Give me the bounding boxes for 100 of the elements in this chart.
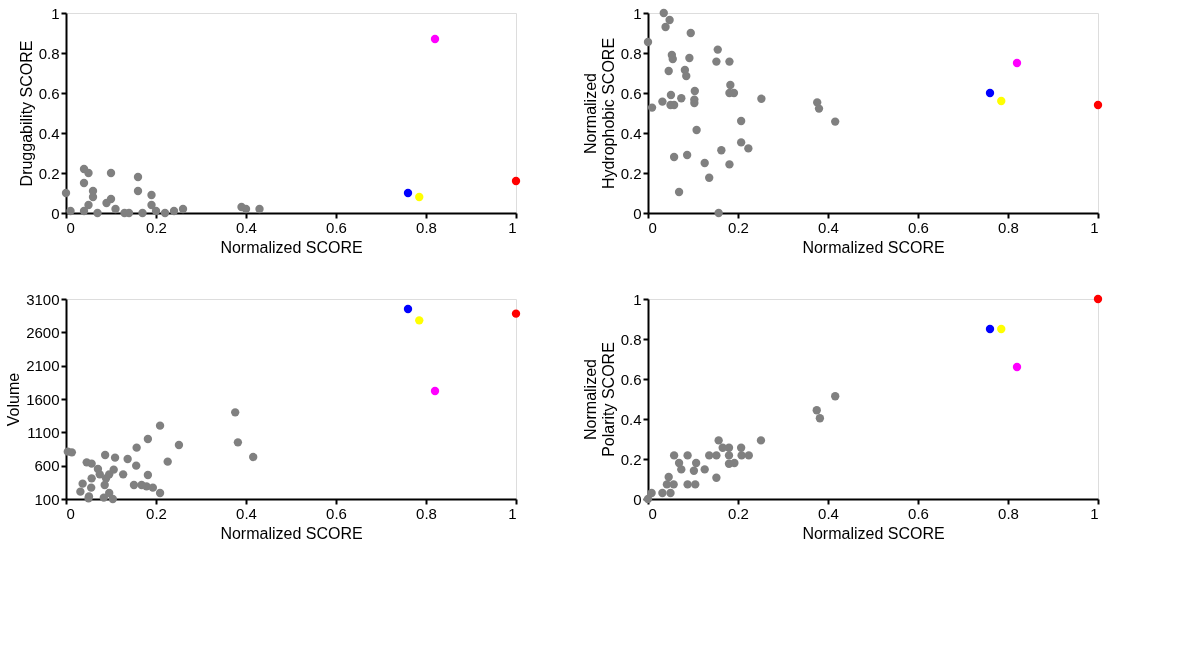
y-tick-label: 1 bbox=[633, 290, 642, 308]
x-tick-label: 1 bbox=[1090, 504, 1099, 522]
point bbox=[647, 488, 656, 498]
point bbox=[669, 480, 678, 489]
point bbox=[249, 452, 258, 462]
point bbox=[686, 28, 695, 38]
x-tick-label: 0.6 bbox=[908, 504, 929, 522]
point bbox=[415, 192, 424, 202]
x-tick-label: 0.4 bbox=[236, 504, 257, 522]
point bbox=[662, 480, 672, 489]
point bbox=[814, 104, 824, 113]
point bbox=[700, 158, 709, 168]
point bbox=[155, 488, 165, 498]
point bbox=[714, 208, 723, 218]
point bbox=[677, 465, 686, 474]
point bbox=[1093, 100, 1103, 110]
y-tick-label: 0.4 bbox=[620, 410, 642, 428]
x-axis-title: Normalized SCORE bbox=[802, 524, 945, 542]
point bbox=[108, 494, 117, 504]
point bbox=[744, 451, 753, 460]
x-tick-label: 0.8 bbox=[998, 504, 1019, 522]
point bbox=[133, 172, 143, 182]
y-tick-label: 2600 bbox=[26, 323, 60, 341]
point bbox=[725, 57, 734, 66]
x-tick-label: 0.6 bbox=[326, 504, 347, 522]
point bbox=[744, 144, 753, 153]
point bbox=[831, 392, 840, 401]
point bbox=[712, 57, 721, 66]
x-tick-label: 0.2 bbox=[146, 218, 167, 236]
point bbox=[133, 186, 143, 196]
y-tick-label: 100 bbox=[34, 490, 60, 508]
y-tick-label: 0.8 bbox=[620, 44, 642, 62]
y-tick-label: 0.8 bbox=[620, 330, 642, 348]
point bbox=[233, 438, 243, 447]
point bbox=[757, 94, 766, 103]
point bbox=[664, 66, 673, 76]
x-tick-label: 0.2 bbox=[728, 218, 749, 236]
point bbox=[163, 457, 172, 466]
x-tick-label: 0 bbox=[648, 504, 657, 522]
point bbox=[666, 90, 676, 100]
x-tick-label: 0.6 bbox=[326, 218, 347, 236]
y-tick-label: 1100 bbox=[27, 423, 60, 441]
point bbox=[105, 488, 114, 498]
point bbox=[100, 480, 109, 490]
point bbox=[674, 187, 684, 197]
point bbox=[241, 204, 251, 214]
point bbox=[160, 208, 170, 218]
point bbox=[659, 8, 668, 18]
point bbox=[985, 324, 995, 334]
point bbox=[726, 80, 735, 90]
x-tick-label: 0.4 bbox=[236, 218, 257, 236]
point bbox=[87, 474, 96, 483]
y-axis-title: Druggability SCORE bbox=[17, 40, 35, 187]
y-tick-label: 2100 bbox=[26, 357, 60, 375]
point bbox=[714, 436, 723, 445]
point bbox=[736, 138, 746, 147]
point bbox=[664, 472, 673, 482]
point bbox=[712, 451, 721, 460]
point bbox=[511, 176, 521, 186]
point bbox=[147, 190, 156, 200]
point bbox=[658, 488, 667, 498]
point bbox=[511, 309, 521, 318]
point bbox=[691, 458, 701, 468]
y-tick-label: 0.4 bbox=[38, 124, 60, 142]
point bbox=[79, 206, 89, 216]
point bbox=[93, 208, 102, 218]
x-tick-label: 0.2 bbox=[146, 504, 167, 522]
point bbox=[705, 173, 714, 182]
y-axis-title: Normalized Hydrophobic SCORE bbox=[581, 37, 617, 190]
point bbox=[756, 436, 766, 445]
x-tick-label: 1 bbox=[1090, 218, 1099, 236]
point bbox=[725, 160, 734, 169]
x-tick-label: 0.6 bbox=[908, 218, 929, 236]
point bbox=[692, 125, 701, 135]
point bbox=[643, 37, 653, 47]
point bbox=[87, 459, 96, 468]
y-tick-label: 0.2 bbox=[620, 164, 642, 182]
point bbox=[66, 206, 75, 216]
point bbox=[682, 150, 692, 160]
y-tick-label: 0 bbox=[633, 490, 642, 508]
point bbox=[132, 461, 141, 470]
point bbox=[683, 480, 692, 489]
y-tick-label: 0.8 bbox=[38, 44, 60, 62]
x-tick-label: 0 bbox=[648, 218, 657, 236]
x-axis-title: Normalized SCORE bbox=[802, 238, 945, 256]
point bbox=[84, 168, 93, 178]
point bbox=[106, 168, 116, 178]
point bbox=[132, 443, 141, 452]
point bbox=[661, 22, 670, 32]
point bbox=[985, 88, 995, 98]
point bbox=[79, 178, 89, 188]
point bbox=[730, 458, 739, 468]
point bbox=[129, 480, 139, 490]
x-tick-label: 0.8 bbox=[998, 218, 1019, 236]
y-tick-label: 1 bbox=[51, 4, 60, 22]
y-tick-label: 0.2 bbox=[620, 450, 642, 468]
y-tick-label: 1600 bbox=[26, 390, 60, 408]
point bbox=[95, 470, 104, 479]
point bbox=[658, 97, 667, 106]
x-tick-label: 0.8 bbox=[416, 218, 437, 236]
